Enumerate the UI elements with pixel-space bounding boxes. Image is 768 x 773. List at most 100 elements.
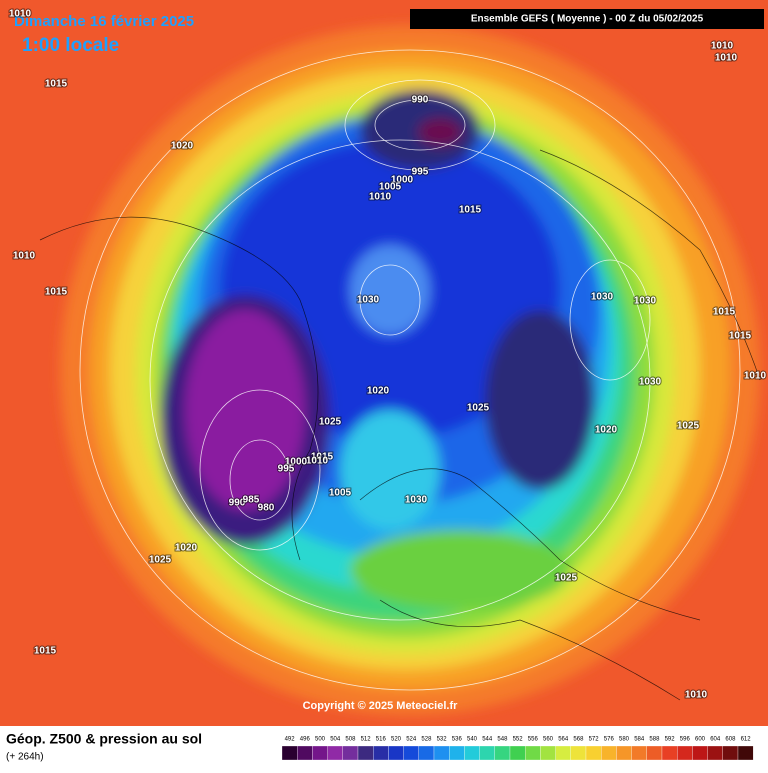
legend-swatch [631, 745, 647, 761]
isobar-label: 1005 [329, 488, 352, 499]
isobar-label: 1020 [171, 141, 194, 152]
legend-swatch [388, 745, 404, 761]
legend-swatch [525, 745, 541, 761]
isobar-label: 995 [412, 167, 429, 178]
isobar-label: 1005 [379, 182, 402, 193]
legend-label: 576 [604, 737, 615, 743]
legend-swatch [601, 745, 617, 761]
legend-swatch [418, 745, 435, 761]
isobar-label: 1025 [677, 421, 700, 432]
legend-label: 580 [619, 737, 630, 743]
legend-swatch [433, 745, 450, 761]
legend-label: 496 [300, 737, 311, 743]
legend-swatch [585, 745, 602, 761]
isobar-label: 1010 [744, 371, 767, 382]
legend-label: 536 [452, 737, 463, 743]
run-info: Ensemble GEFS ( Moyenne ) - 00 Z du 05/0… [471, 14, 704, 25]
isobar-label: 1015 [459, 205, 482, 216]
isobar-label: 1000 [285, 457, 308, 468]
isobar-label: 1010 [715, 53, 738, 64]
isobar-label: 1015 [713, 307, 736, 318]
footer-title: Géop. Z500 & pression au sol [6, 731, 202, 747]
isobar-label: 995 [278, 464, 295, 475]
isobar-label: 1010 [9, 9, 32, 20]
legend-label: 508 [345, 737, 356, 743]
isobar-label: 1020 [175, 543, 198, 554]
legend-label: 544 [482, 737, 493, 743]
run-banner [410, 9, 764, 29]
forecast-time: 1:00 locale [22, 35, 119, 56]
legend-label: 532 [437, 737, 448, 743]
legend-swatch [312, 745, 328, 761]
isobar-label: 1010 [13, 251, 36, 262]
legend-swatch [464, 745, 480, 761]
isobar-label: 1010 [711, 41, 734, 52]
legend-label: 568 [573, 737, 584, 743]
isobar-label: 1025 [319, 417, 342, 428]
isobar-label: 1010 [369, 192, 392, 203]
legend-label: 504 [330, 737, 341, 743]
isobar-label: 1015 [45, 287, 68, 298]
isobar-label: 1015 [34, 646, 57, 657]
isobar-label: 985 [243, 495, 260, 506]
isobar-label: 1015 [45, 79, 68, 90]
legend-label: 608 [725, 737, 736, 743]
legend-swatch [373, 745, 389, 761]
legend-swatch [540, 745, 556, 761]
isobar-label: 1000 [391, 175, 414, 186]
legend-swatch [677, 745, 693, 761]
isobar-label: 1025 [467, 403, 490, 414]
legend-label: 588 [649, 737, 660, 743]
isobar-label: 990 [229, 498, 246, 509]
legend-label: 524 [406, 737, 417, 743]
isobar-label: 1020 [367, 386, 390, 397]
footer-subtitle: (+ 264h) [6, 752, 44, 763]
isobar-label: 1025 [149, 555, 172, 566]
copyright: Copyright © 2025 Meteociel.fr [303, 700, 459, 712]
legend-swatch [297, 745, 313, 761]
legend-label: 592 [665, 737, 676, 743]
legend-swatch [646, 745, 663, 761]
legend-swatch [661, 745, 678, 761]
legend-label: 492 [285, 737, 296, 743]
legend-label: 596 [680, 737, 691, 743]
isobar-label: 990 [412, 95, 429, 106]
isobar-label: 1030 [634, 296, 657, 307]
isobar-label: 980 [258, 503, 275, 514]
legend-label: 540 [467, 737, 478, 743]
legend-label: 600 [695, 737, 706, 743]
legend-swatch [509, 745, 526, 761]
coastlines [39, 149, 761, 701]
isobar-label: 1015 [729, 331, 752, 342]
legend-label: 572 [589, 737, 600, 743]
legend-label: 556 [528, 737, 539, 743]
legend-swatch [555, 745, 571, 761]
isobar-label: 1020 [595, 425, 618, 436]
legend-swatch [479, 745, 495, 761]
legend-label: 560 [543, 737, 554, 743]
isobar-label: 1010 [685, 690, 708, 701]
isobar-label: 1015 [311, 452, 334, 463]
isobar-label: 1030 [639, 377, 662, 388]
legend-swatch [281, 745, 298, 761]
legend-swatch [449, 745, 465, 761]
legend-label: 548 [497, 737, 508, 743]
legend-swatch [737, 745, 754, 761]
legend-swatch [707, 745, 723, 761]
isobar-label: 1010 [306, 456, 329, 467]
legend-swatch [357, 745, 374, 761]
isobar-label: 1030 [357, 295, 380, 306]
legend-label: 520 [391, 737, 402, 743]
legend-label: 612 [741, 737, 752, 743]
legend-swatch [494, 745, 511, 761]
legend-label: 564 [558, 737, 569, 743]
color-legend: 492 496 500 504 508 512 516 520 524 528 532 536 540 5… [281, 737, 754, 761]
legend-swatch [692, 745, 708, 761]
isobar-label: 1030 [591, 292, 614, 303]
isobar-label: 1025 [555, 573, 578, 584]
forecast-date: Dimanche 16 février 2025 [14, 13, 194, 30]
legend-swatch [570, 745, 587, 761]
legend-label: 584 [634, 737, 645, 743]
